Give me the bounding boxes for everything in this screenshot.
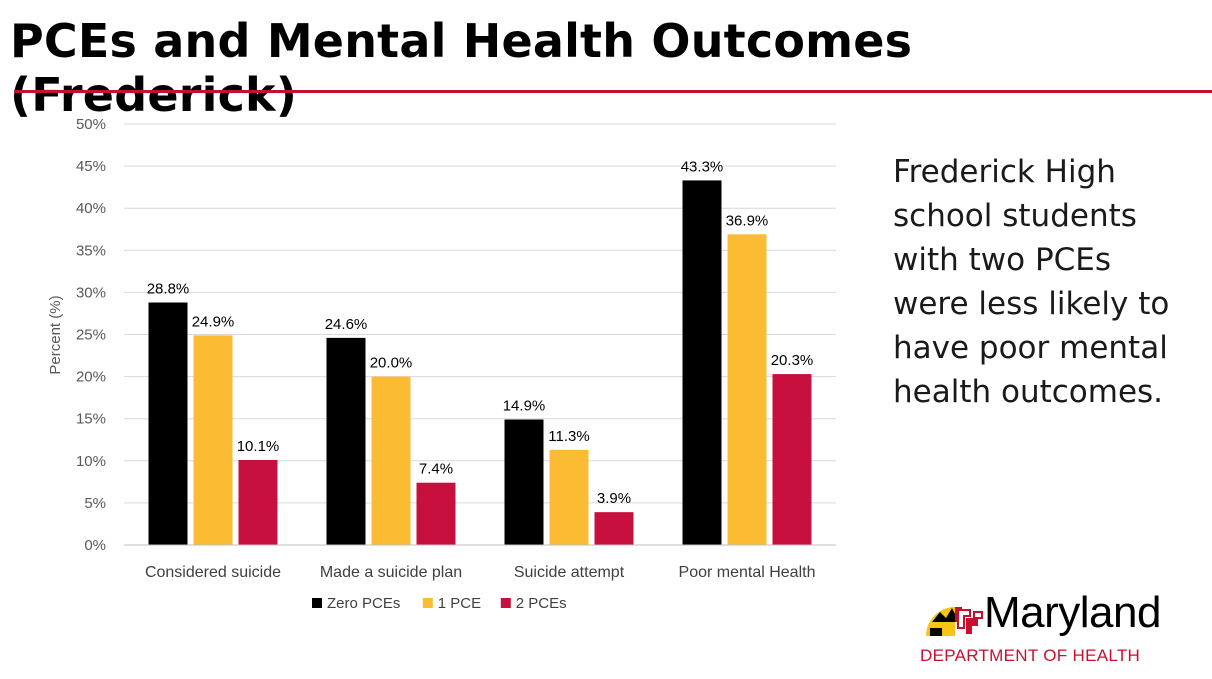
callout-text: Frederick High school students with two …: [893, 154, 1170, 410]
logo-department: DEPARTMENT OF HEALTH: [920, 646, 1141, 665]
y-axis-label: Percent (%): [47, 295, 64, 374]
y-tick-label: 20%: [76, 369, 106, 386]
data-label: 36.9%: [726, 212, 769, 229]
data-label: 3.9%: [597, 490, 631, 507]
bar: [594, 512, 634, 545]
legend-swatch: [422, 598, 433, 608]
legend-label: Zero PCEs: [327, 595, 400, 612]
data-label: 24.6%: [325, 316, 368, 333]
data-label: 43.3%: [681, 158, 724, 175]
y-tick-label: 35%: [76, 242, 106, 259]
data-label: 10.1%: [237, 438, 280, 455]
x-tick-label: Considered suicide: [145, 564, 281, 581]
legend-label: 2 PCEs: [516, 595, 567, 612]
bar: [682, 180, 722, 545]
x-tick-label: Suicide attempt: [514, 564, 625, 581]
maryland-flag-icon: [926, 607, 983, 636]
y-tick-label: 25%: [76, 327, 106, 344]
y-tick-label: 15%: [76, 411, 106, 428]
bar: [416, 482, 456, 545]
bar: [238, 459, 278, 545]
bar: [549, 449, 589, 545]
bar: [326, 337, 366, 545]
y-tick-label: 0%: [84, 537, 106, 554]
bar: [727, 234, 767, 545]
bar: [148, 302, 188, 545]
bar: [371, 376, 411, 545]
y-tick-label: 10%: [76, 453, 106, 470]
bar: [504, 419, 544, 545]
bar: [193, 335, 233, 545]
logo-wordmark: Maryland: [984, 588, 1161, 637]
y-tick-label: 40%: [76, 200, 106, 217]
y-tick-label: 50%: [76, 116, 106, 133]
x-tick-label: Made a suicide plan: [320, 564, 462, 581]
title-divider: [14, 90, 1212, 93]
data-label: 11.3%: [548, 428, 589, 445]
x-tick-label: Poor mental Health: [679, 564, 816, 581]
y-tick-label: 45%: [76, 158, 106, 175]
y-tick-label: 30%: [76, 284, 106, 301]
slide-title: PCEs and Mental Health Outcomes (Frederi…: [10, 14, 913, 122]
y-tick-label: 5%: [84, 495, 106, 512]
legend-swatch: [500, 598, 511, 608]
bar-chart: Percent (%) 0% 5% 10% 15% 20% 25% 30% 35% 40% 45%…: [47, 116, 836, 612]
data-label: 20.0%: [370, 355, 413, 372]
data-label: 28.8%: [147, 281, 190, 298]
data-label: 20.3%: [771, 352, 814, 369]
legend-swatch: [312, 598, 322, 608]
bar: [772, 374, 812, 545]
data-label: 14.9%: [503, 398, 546, 415]
maryland-health-logo: Maryland DEPARTMENT OF HEALTH: [920, 588, 1200, 668]
data-label: 7.4%: [419, 461, 453, 478]
data-label: 24.9%: [192, 313, 235, 330]
legend-label: 1 PCE: [438, 595, 481, 612]
